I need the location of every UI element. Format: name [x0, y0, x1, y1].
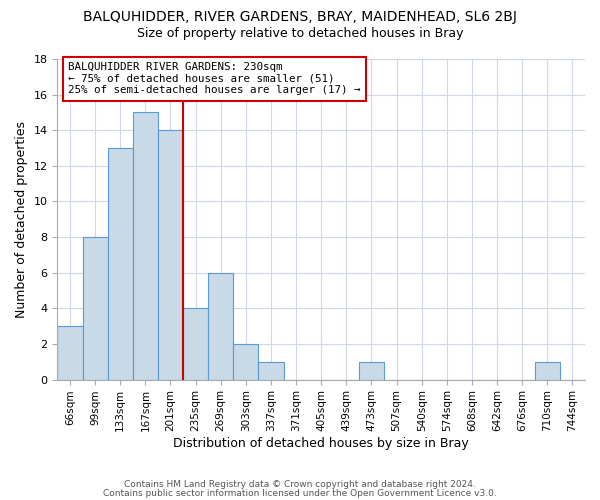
- Bar: [183, 308, 208, 380]
- Text: Contains HM Land Registry data © Crown copyright and database right 2024.: Contains HM Land Registry data © Crown c…: [124, 480, 476, 489]
- Bar: [359, 362, 384, 380]
- Bar: [58, 326, 83, 380]
- Bar: [233, 344, 259, 380]
- Bar: [107, 148, 133, 380]
- Text: Size of property relative to detached houses in Bray: Size of property relative to detached ho…: [137, 28, 463, 40]
- Text: BALQUHIDDER, RIVER GARDENS, BRAY, MAIDENHEAD, SL6 2BJ: BALQUHIDDER, RIVER GARDENS, BRAY, MAIDEN…: [83, 10, 517, 24]
- Bar: [535, 362, 560, 380]
- Bar: [259, 362, 284, 380]
- Text: BALQUHIDDER RIVER GARDENS: 230sqm
← 75% of detached houses are smaller (51)
25% : BALQUHIDDER RIVER GARDENS: 230sqm ← 75% …: [68, 62, 361, 96]
- Text: Contains public sector information licensed under the Open Government Licence v3: Contains public sector information licen…: [103, 488, 497, 498]
- Bar: [208, 272, 233, 380]
- Bar: [133, 112, 158, 380]
- Bar: [83, 237, 107, 380]
- Bar: [158, 130, 183, 380]
- Y-axis label: Number of detached properties: Number of detached properties: [15, 121, 28, 318]
- X-axis label: Distribution of detached houses by size in Bray: Distribution of detached houses by size …: [173, 437, 469, 450]
